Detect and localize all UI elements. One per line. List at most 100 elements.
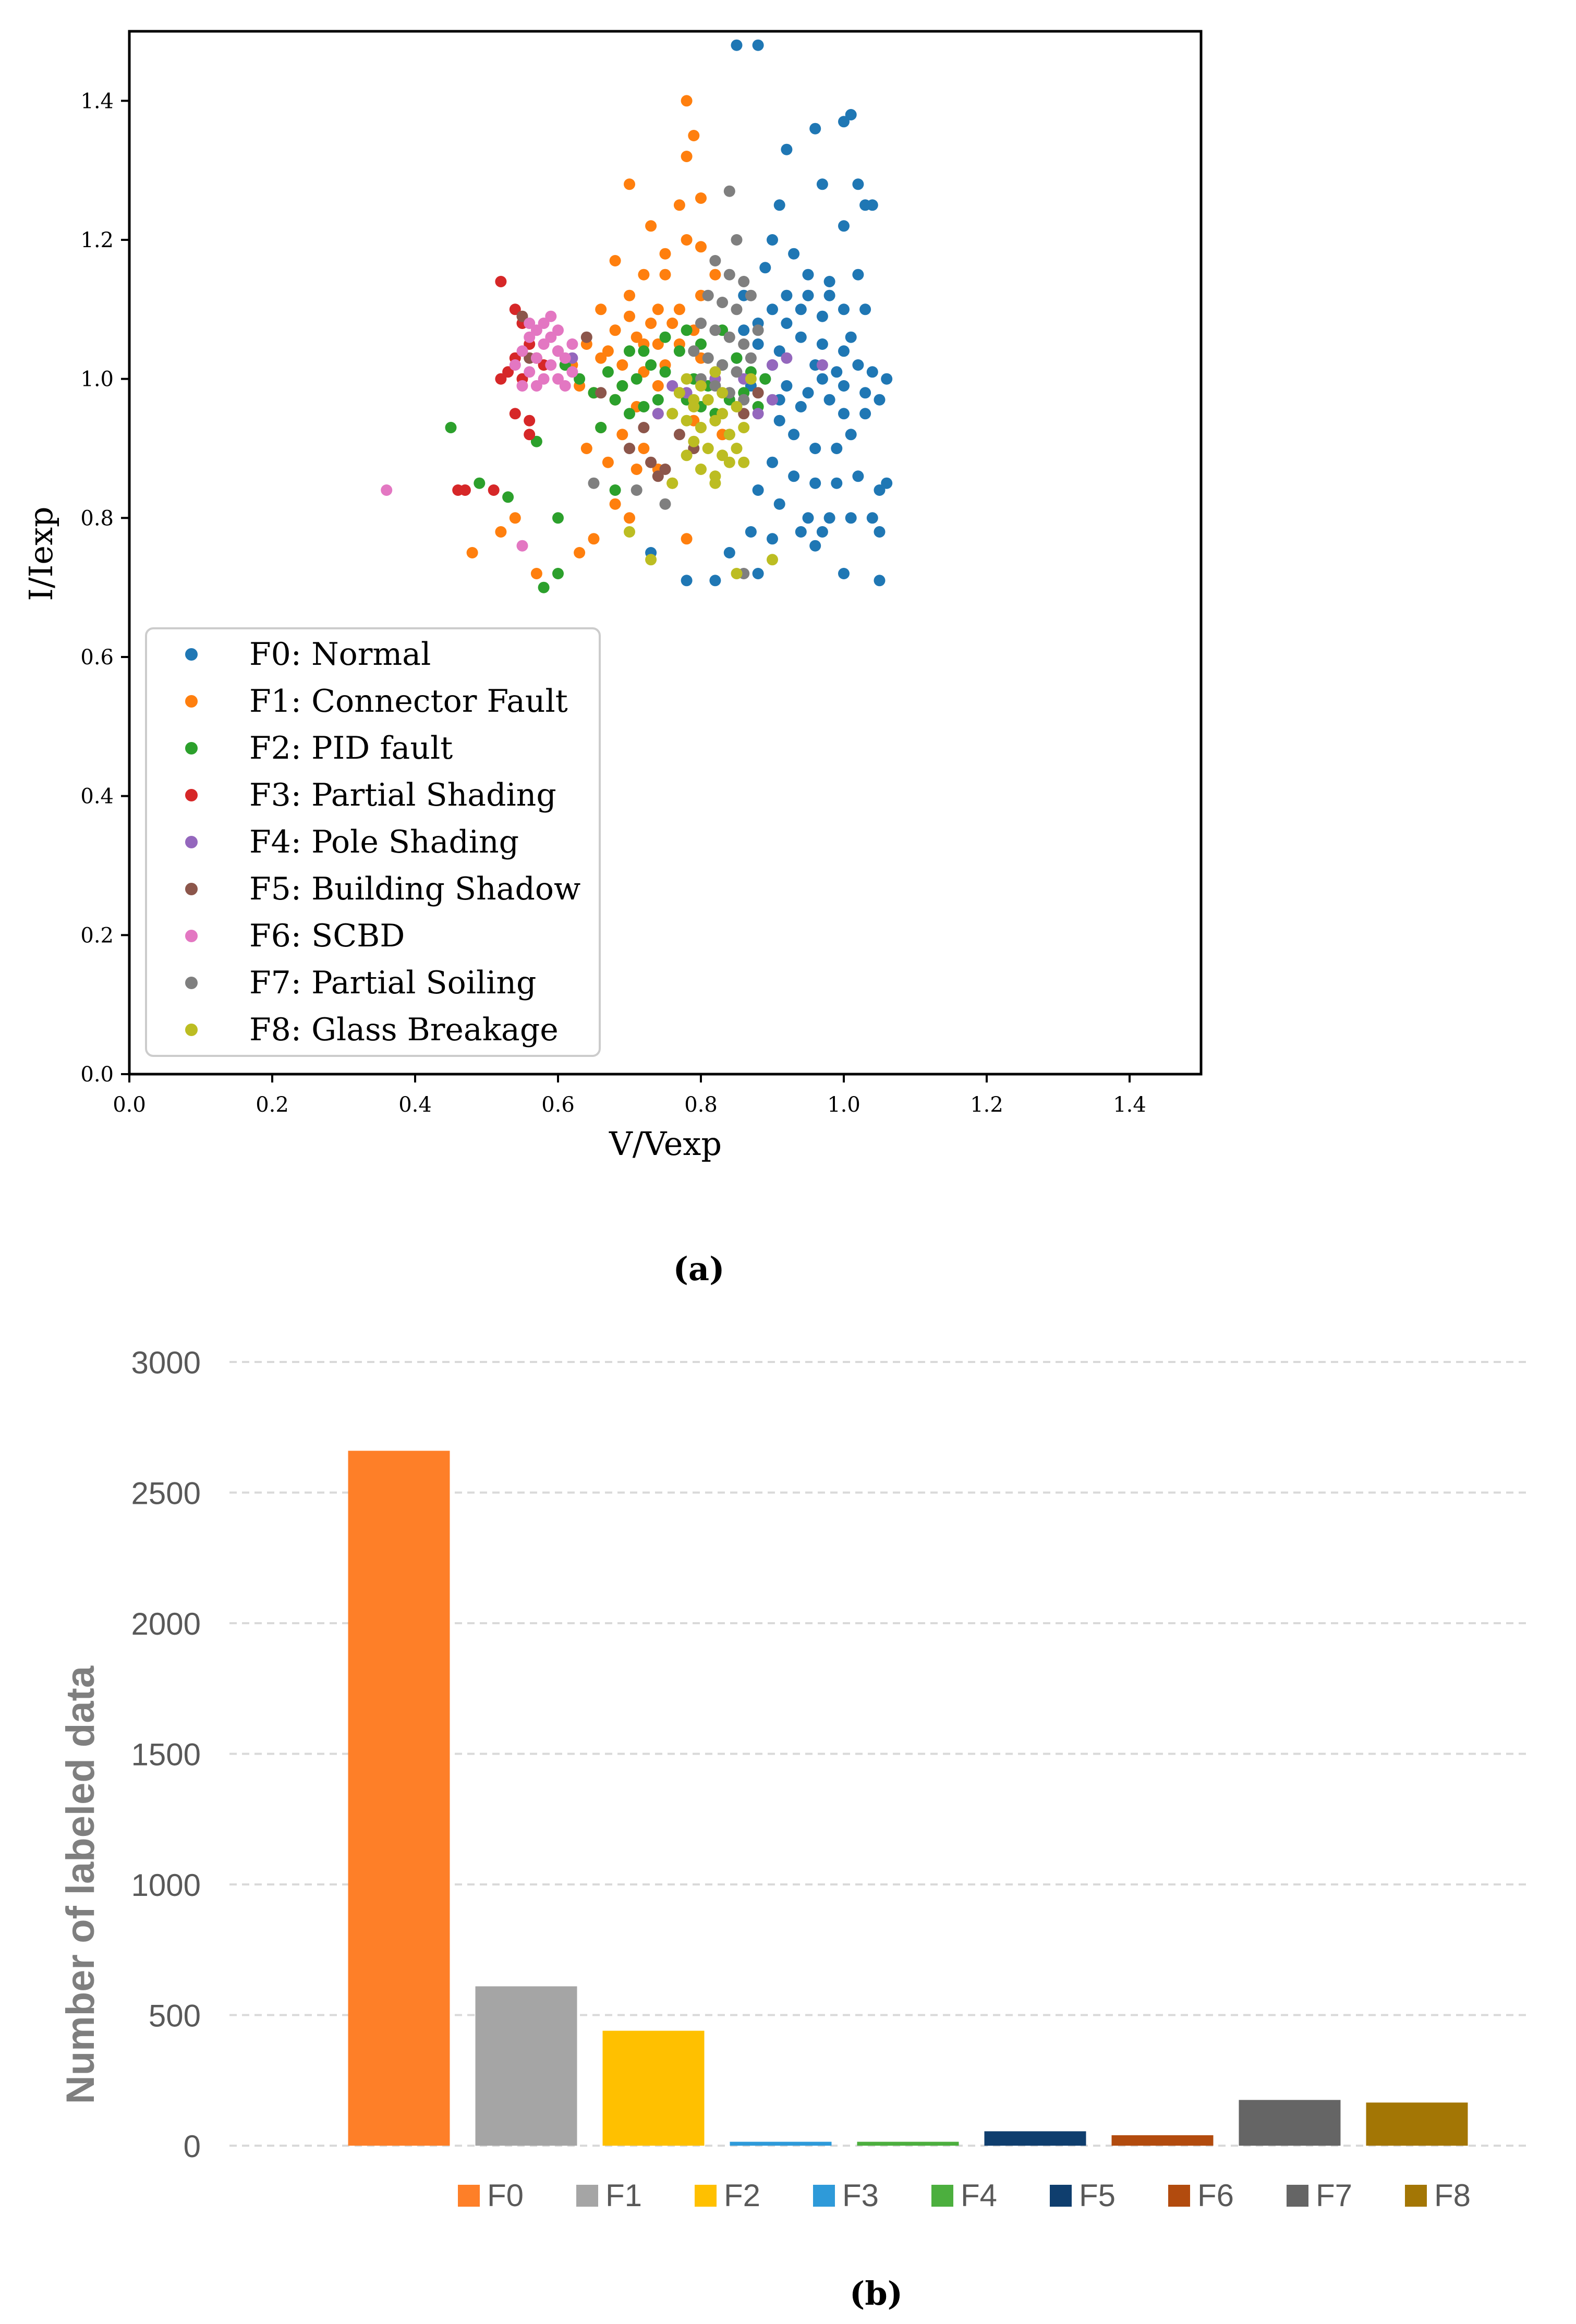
scatter-point-f7-16 [717,359,729,371]
scatter-point-f3-15 [524,429,536,441]
scatter-point-f7-11 [723,331,735,343]
scatter-point-f2-3 [530,435,542,447]
scatter-point-f0-52 [767,533,778,545]
scatter-plot-area [128,30,1203,1076]
caption-b: (b) [850,2274,903,2313]
scatter-point-f8-25 [624,526,635,538]
scatter-point-f1-44 [509,512,521,524]
legend-label-f2: F2: PID fault [249,730,453,766]
bar-ytick-label: 500 [149,1999,201,2034]
scatter-point-f0-51 [745,526,757,538]
scatter-point-f8-19 [681,373,693,385]
scatter-point-f0-24 [838,345,850,357]
scatter-point-f0-61 [838,568,850,579]
scatter-point-f1-32 [616,429,628,441]
bar-series [348,1451,1468,2146]
scatter-point-f6-22 [524,318,536,329]
scatter-point-f1-24 [616,359,628,371]
scatter-point-f4-5 [767,359,778,371]
bar-legend-label-f1: F1 [605,2178,642,2213]
scatter-point-f7-2 [709,255,721,266]
scatter-point-f3-0 [495,276,507,287]
scatter-point-f8-10 [702,443,714,454]
scatter-point-f0-13 [852,269,864,281]
legend-marker-f3 [185,789,198,801]
scatter-point-f8-11 [717,449,729,461]
scatter-point-f2-21 [759,373,771,385]
scatter-xtick-label: 0.2 [256,1093,289,1117]
scatter-point-f1-17 [609,324,621,336]
legend-marker-f4 [185,836,198,848]
scatter-point-f8-17 [738,422,750,433]
scatter-point-f0-33 [874,394,886,406]
scatter-point-f6-14 [559,352,571,364]
scatter-point-f0-39 [767,456,778,468]
bar-legend-label-f4: F4 [961,2178,997,2213]
scatter-point-f0-45 [773,498,785,510]
scatter-point-f3-14 [524,415,536,427]
scatter-point-f1-47 [681,533,693,545]
legend-label-f6: F6: SCBD [249,918,405,954]
scatter-point-f0-17 [802,269,814,281]
scatter-point-f0-76 [802,289,814,301]
bar-y-axis-label: Number of labeled data [58,1665,103,2104]
scatter-point-f1-43 [530,568,542,579]
scatter-point-f8-8 [723,429,735,441]
bar-legend-label-f2: F2 [724,2178,760,2213]
scatter-point-f0-40 [788,470,800,482]
scatter-point-f0-8 [866,199,878,211]
scatter-point-f1-2 [681,151,693,162]
bar-ytick-label: 1000 [131,1868,201,1903]
bar-legend-swatch-f6 [1168,2185,1190,2207]
scatter-point-f1-14 [673,303,685,315]
scatter-point-f1-10 [638,269,650,281]
scatter-point-f8-20 [717,387,729,399]
scatter-point-f8-21 [666,408,678,420]
scatter-ytick-label: 1.0 [80,368,114,392]
scatter-point-f4-9 [816,359,828,371]
scatter-point-f2-25 [652,394,664,406]
scatter-point-f1-19 [652,338,664,350]
scatter-point-f5-15 [673,429,685,441]
bar-f7 [1239,2100,1341,2146]
scatter-point-f2-34 [609,484,621,496]
scatter-point-f7-17 [731,366,743,378]
scatter-point-f1-8 [695,241,707,253]
legend-label-f1: F1: Connector Fault [249,683,568,720]
scatter-ytick-label: 0.8 [80,506,114,530]
scatter-point-f1-52 [666,318,678,329]
scatter-point-f2-36 [681,324,693,336]
scatter-point-f2-1 [474,477,486,489]
scatter-point-f0-34 [773,415,785,427]
scatter-point-f1-54 [624,310,635,322]
scatter-point-f6-21 [545,310,557,322]
scatter-y-axis: 0.0 0.2 0.4 0.6 0.8 1.0 1.2 1.4 [80,89,129,1087]
scatter-point-f0-22 [795,331,807,343]
scatter-point-f6-8 [552,345,564,357]
legend-label-f5: F5: Building Shadow [249,871,580,907]
scatter-point-f6-19 [516,380,528,392]
scatter-point-f0-11 [838,220,850,232]
scatter-point-f8-2 [702,394,714,406]
scatter-point-f1-9 [659,269,671,281]
scatter-point-f6-12 [545,331,557,343]
scatter-point-f0-41 [809,477,821,489]
scatter-point-f3-9 [495,373,507,385]
scatter-point-f0-70 [845,331,857,343]
scatter-point-f5-8 [652,470,664,482]
scatter-point-f7-12 [738,338,750,350]
scatter-point-f0-35 [788,429,800,441]
scatter-ytick-label: 0.6 [80,646,114,670]
scatter-point-f0-53 [795,526,807,538]
scatter-point-f4-11 [666,380,678,392]
scatter-point-f2-12 [631,373,642,385]
scatter-point-f5-6 [645,456,657,468]
scatter-xtick-label: 1.4 [1113,1093,1146,1117]
scatter-ytick-label: 0.2 [80,923,114,947]
scatter-point-f8-0 [673,387,685,399]
scatter-point-f0-77 [881,373,893,385]
bar-legend-swatch-f4 [931,2185,953,2207]
scatter-point-f8-6 [695,422,707,433]
scatter-point-f3-12 [488,484,500,496]
scatter-point-f1-35 [602,456,614,468]
